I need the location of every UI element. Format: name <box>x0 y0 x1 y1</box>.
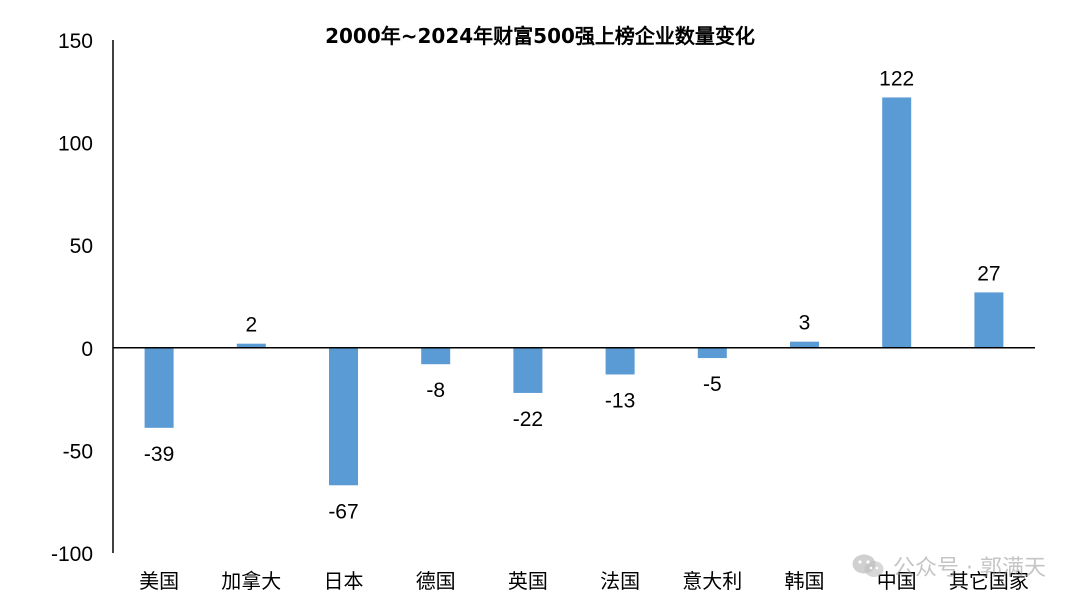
data-label: -22 <box>513 408 543 431</box>
x-tick-label: 法国 <box>600 569 640 593</box>
data-label: -39 <box>144 443 174 466</box>
data-labels: -39 2 -67 -8 -22 -13 -5 3 122 27 <box>144 67 1001 523</box>
y-tick-label: 100 <box>58 133 93 156</box>
data-label: -67 <box>328 500 358 523</box>
bar <box>329 347 358 486</box>
x-tick-label: 意大利 <box>682 569 742 593</box>
data-label: -13 <box>605 389 635 412</box>
x-tick-label: 韩国 <box>785 569 825 593</box>
x-tick-label: 美国 <box>139 569 179 593</box>
bars <box>144 97 1004 486</box>
y-axis: -100 -50 0 50 100 150 <box>51 30 114 566</box>
data-label: 3 <box>799 312 811 335</box>
y-tick-label: 50 <box>70 235 93 258</box>
wechat-icon <box>852 554 884 577</box>
data-label: 2 <box>245 314 257 337</box>
bar <box>236 343 266 348</box>
chart-title: 2000年~2024年财富500强上榜企业数量变化 <box>325 24 755 48</box>
data-label: -5 <box>703 373 722 396</box>
bar <box>882 97 912 348</box>
y-tick-label: -50 <box>63 440 93 463</box>
y-tick-label: -100 <box>51 543 93 566</box>
watermark-text: 公众号 · 郭满天 <box>893 556 1046 581</box>
bar <box>144 347 174 428</box>
bar <box>421 347 451 365</box>
x-tick-label: 英国 <box>508 569 548 593</box>
bar <box>974 292 1004 348</box>
y-tick-label: 150 <box>58 30 93 53</box>
data-label: -8 <box>426 379 445 402</box>
data-label: 27 <box>977 262 1000 285</box>
x-tick-label: 中国 <box>877 569 917 593</box>
watermark: 公众号 · 郭满天 <box>851 550 1046 582</box>
x-tick-label: 加拿大 <box>221 569 281 593</box>
y-tick-label: 0 <box>81 338 93 361</box>
data-label: 122 <box>879 67 914 90</box>
bar <box>697 347 727 359</box>
x-tick-label: 德国 <box>416 569 456 593</box>
x-tick-label: 其它国家 <box>949 569 1029 593</box>
bar <box>790 341 819 348</box>
bar <box>513 347 543 393</box>
x-axis: 美国 加拿大 日本 德国 英国 法国 意大利 韩国 中国 其它国家 <box>113 347 1035 593</box>
x-tick-label: 日本 <box>324 569 364 593</box>
bar <box>605 347 635 375</box>
